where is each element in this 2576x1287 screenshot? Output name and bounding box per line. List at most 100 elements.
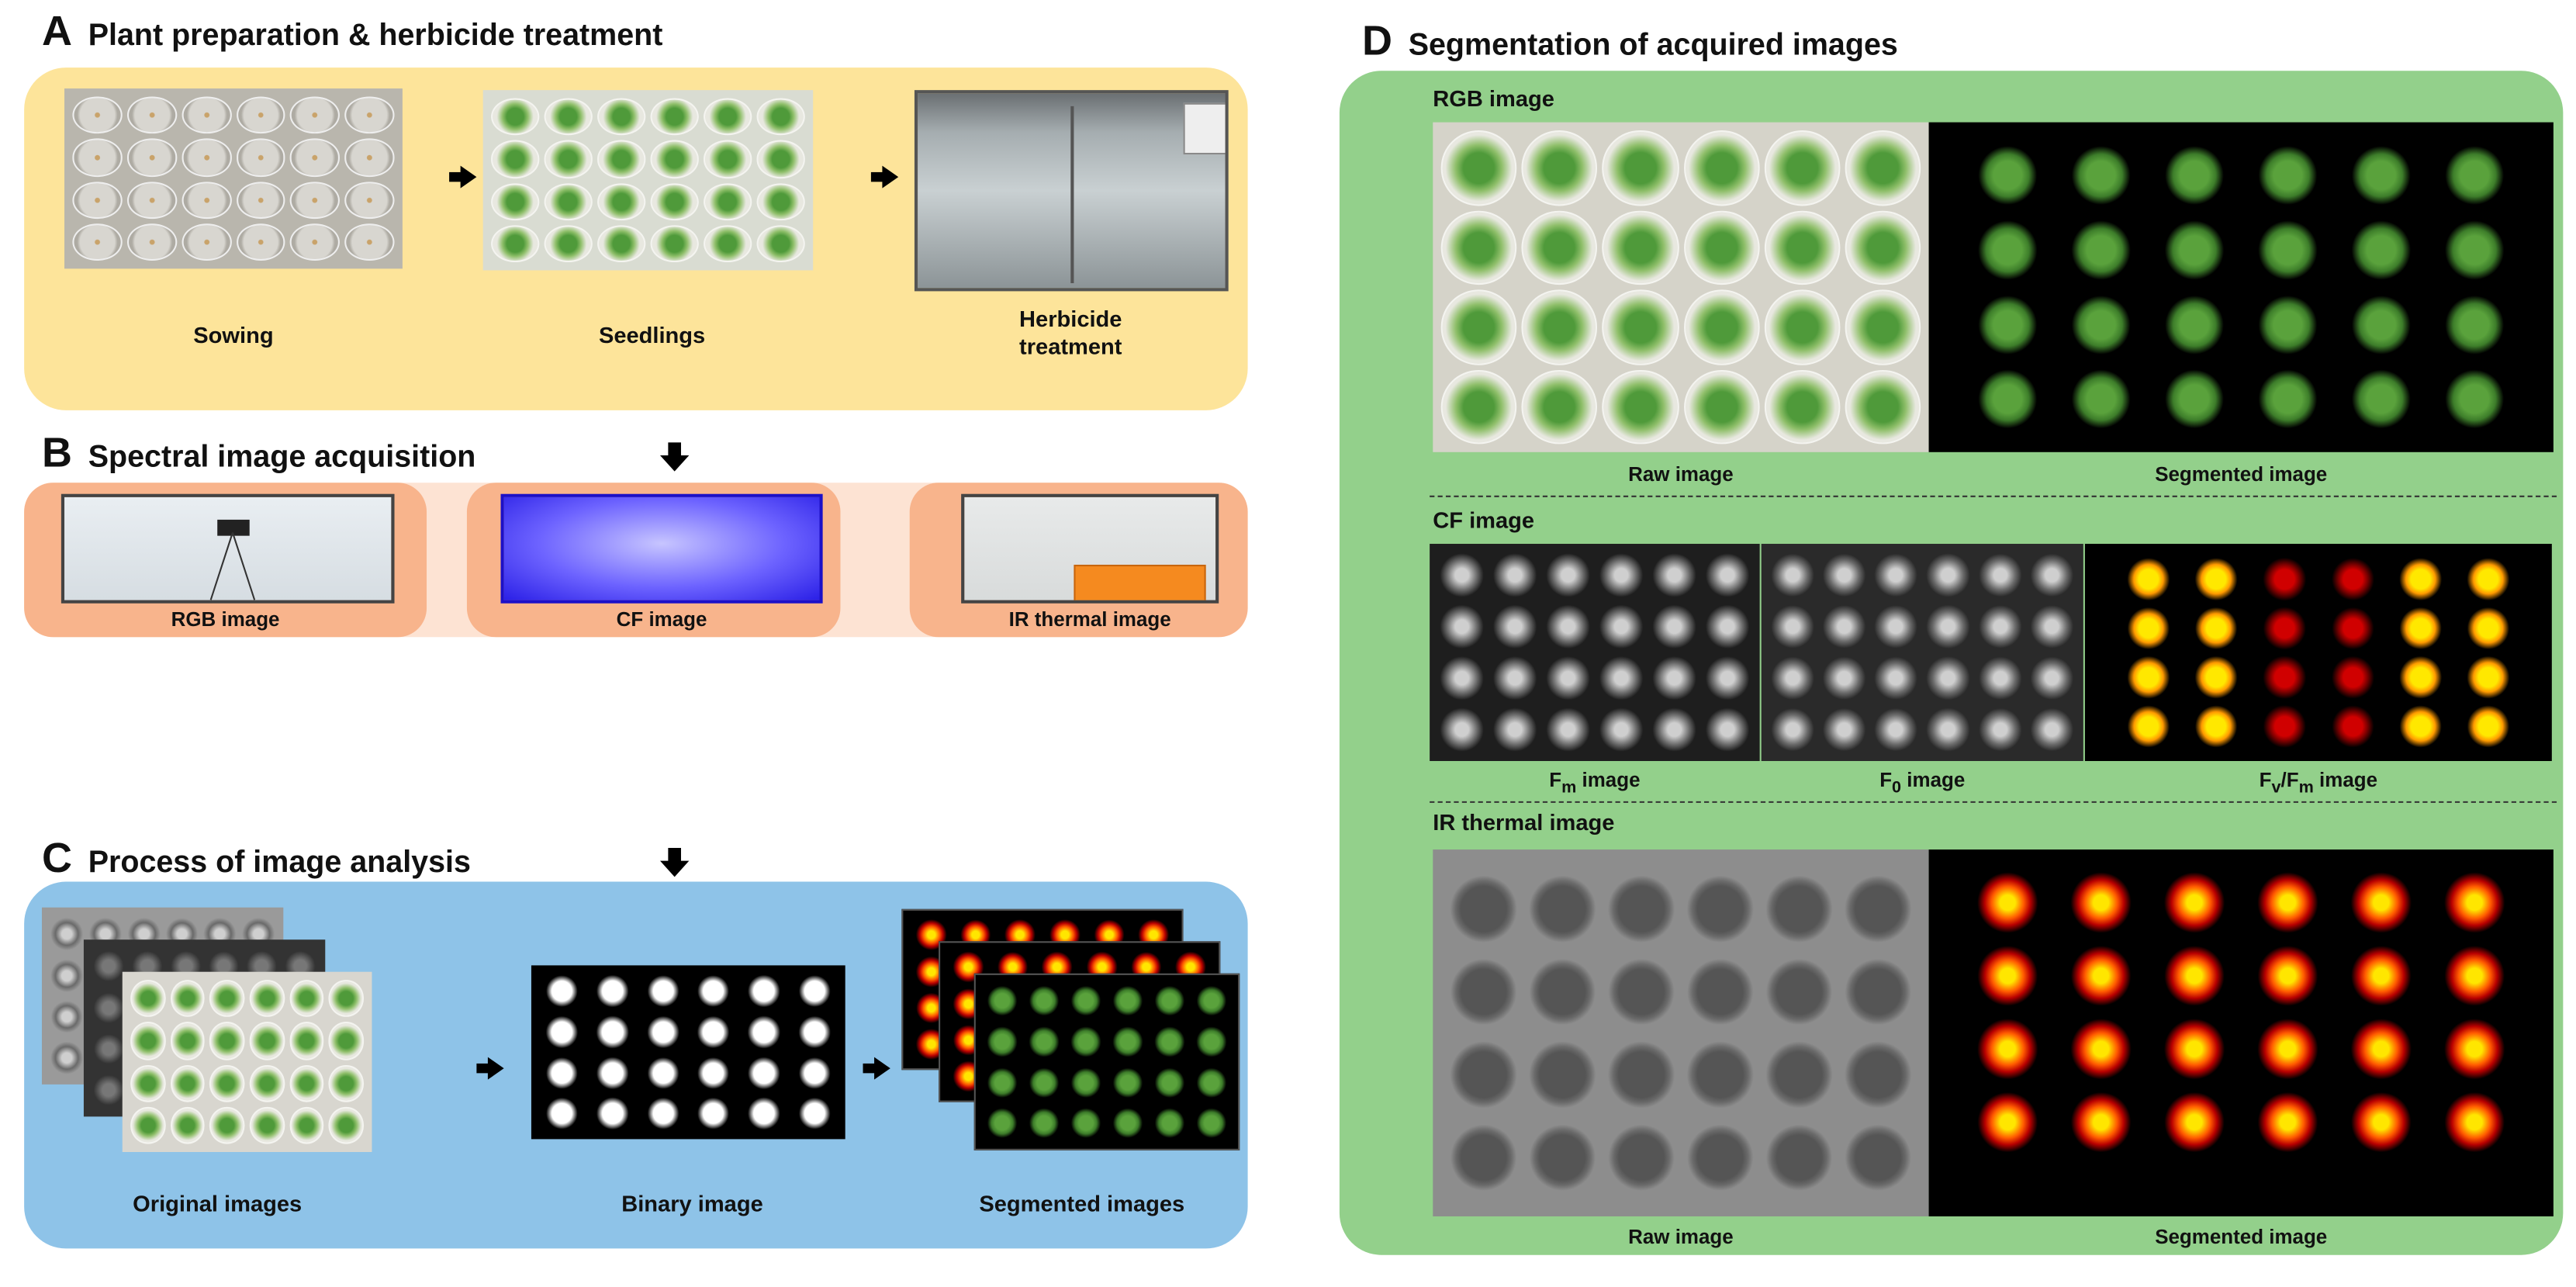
section-divider <box>1430 495 2557 497</box>
well <box>741 973 787 1009</box>
well <box>1025 1023 1063 1060</box>
well <box>1449 1120 1519 1194</box>
well <box>1602 209 1679 285</box>
label-subscript: m <box>1561 779 1577 797</box>
well <box>1109 1064 1146 1101</box>
well <box>2247 293 2329 355</box>
well <box>2247 945 2329 1006</box>
well <box>704 224 752 263</box>
well <box>289 1064 324 1102</box>
well <box>130 980 166 1018</box>
well <box>72 138 123 177</box>
well <box>1491 552 1540 599</box>
well <box>984 983 1021 1019</box>
well <box>1602 289 1679 365</box>
well <box>181 181 231 219</box>
well <box>2434 219 2515 281</box>
well <box>1976 706 2024 753</box>
well <box>2154 368 2235 430</box>
well <box>1820 552 1869 599</box>
panel-b-heading: B Spectral image acquisition <box>42 428 475 478</box>
well <box>1683 289 1759 365</box>
well <box>1527 954 1597 1029</box>
well <box>1924 706 1972 753</box>
well <box>2060 219 2142 281</box>
ir-raw-label: Raw image <box>1628 1226 1734 1249</box>
well <box>2060 293 2142 355</box>
well <box>1544 552 1592 599</box>
well <box>2388 556 2452 601</box>
section-divider <box>1430 801 2557 803</box>
well <box>2388 704 2452 749</box>
well <box>72 223 123 261</box>
rgb-raw-image <box>1433 122 1929 452</box>
well <box>2388 605 2452 650</box>
well <box>1544 655 1592 702</box>
well <box>690 973 737 1009</box>
well <box>2060 945 2142 1006</box>
well <box>1602 130 1679 206</box>
well <box>1683 209 1759 285</box>
f0-image-label: F0 image <box>1762 769 2083 797</box>
well <box>650 182 699 220</box>
well <box>690 1054 737 1091</box>
well <box>2154 872 2235 932</box>
well <box>209 1022 245 1060</box>
cf-chamber-photo <box>500 493 823 604</box>
well <box>126 181 177 219</box>
well <box>1193 1023 1230 1060</box>
well <box>329 1022 365 1060</box>
well <box>1845 130 1921 206</box>
well <box>1109 983 1146 1019</box>
well <box>2184 704 2249 749</box>
rgb-raw-label: Raw image <box>1628 463 1734 486</box>
rgb-chamber-photo <box>61 493 395 604</box>
well <box>1764 209 1841 285</box>
well <box>1151 1105 1188 1141</box>
well <box>1967 872 2049 932</box>
well <box>544 140 593 178</box>
well <box>1820 603 1869 650</box>
label-subscript: m <box>2298 779 2314 797</box>
herbicide-treatment-label: Herbicide treatment <box>982 306 1159 361</box>
well <box>791 1095 838 1132</box>
well <box>249 980 285 1018</box>
well <box>1491 603 1540 650</box>
well <box>2154 293 2235 355</box>
well <box>1843 1120 1913 1194</box>
well <box>1686 1037 1755 1112</box>
well <box>756 224 805 263</box>
well <box>1967 368 2049 430</box>
arrow-right-icon <box>449 165 477 189</box>
chamber-divider <box>1070 106 1074 284</box>
well <box>1521 289 1598 365</box>
well <box>1924 552 1972 599</box>
well <box>2247 219 2329 281</box>
well <box>2457 605 2520 650</box>
well <box>50 915 84 953</box>
well <box>640 1014 686 1050</box>
well <box>1976 603 2024 650</box>
ir-chamber-photo <box>961 493 1219 604</box>
well <box>1845 368 1921 445</box>
well <box>290 138 341 177</box>
well <box>791 973 838 1009</box>
well <box>2154 219 2235 281</box>
well <box>984 1064 1021 1101</box>
well <box>1449 1037 1519 1112</box>
well <box>329 1064 365 1102</box>
ir-raw-image <box>1433 849 1929 1216</box>
well <box>1764 130 1841 206</box>
arrow-right-icon <box>863 1057 890 1080</box>
well <box>1764 872 1834 946</box>
well <box>1440 289 1517 365</box>
well <box>1025 1064 1063 1101</box>
well <box>2434 144 2515 206</box>
well <box>597 182 646 220</box>
herbicide-chamber-photo <box>914 90 1229 292</box>
well <box>181 138 231 177</box>
well <box>2340 872 2422 932</box>
well <box>209 980 245 1018</box>
well <box>2247 1018 2329 1079</box>
